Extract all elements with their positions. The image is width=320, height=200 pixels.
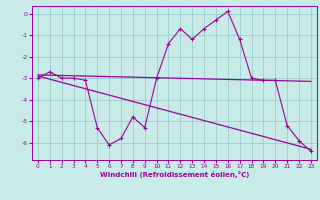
- X-axis label: Windchill (Refroidissement éolien,°C): Windchill (Refroidissement éolien,°C): [100, 171, 249, 178]
